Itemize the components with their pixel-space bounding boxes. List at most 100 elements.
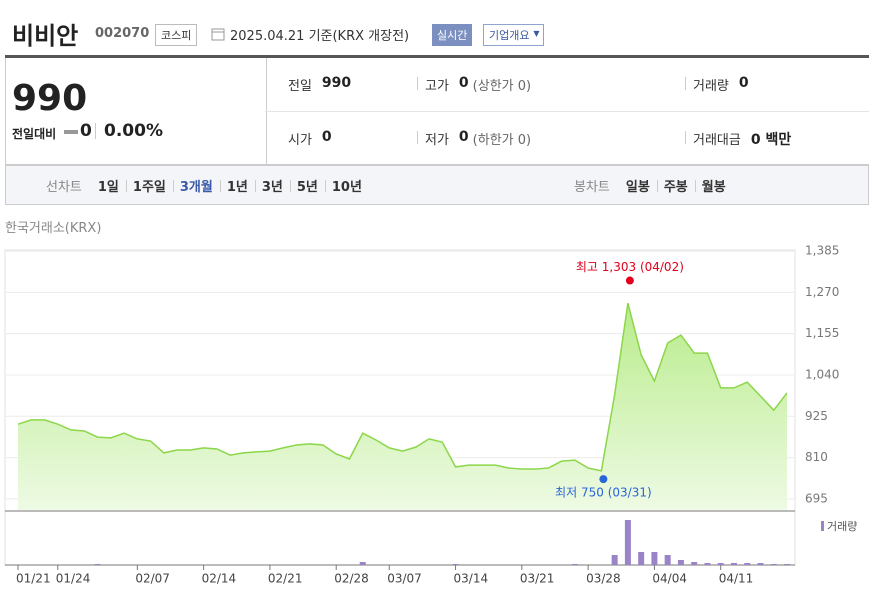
current-price: 990 bbox=[12, 78, 88, 119]
volume-bar bbox=[359, 562, 366, 565]
field-label: 시가 bbox=[288, 133, 312, 148]
field-separator bbox=[417, 77, 418, 90]
volume-bar bbox=[704, 563, 711, 565]
y-tick-label: 925 bbox=[805, 409, 828, 423]
volume-legend-swatch bbox=[821, 521, 824, 531]
calendar-icon bbox=[211, 28, 225, 41]
field-separator bbox=[685, 131, 686, 144]
field-extra: (상한가 0) bbox=[472, 79, 532, 94]
field-label: 고가 bbox=[425, 79, 449, 94]
tab-separator bbox=[324, 180, 326, 192]
field-label: 저가 bbox=[425, 133, 449, 148]
tab-separator bbox=[125, 180, 127, 192]
field-extra: (하한가 0) bbox=[472, 133, 532, 148]
y-tick-label: 810 bbox=[805, 450, 828, 464]
x-tick-label: 01/24 bbox=[56, 572, 91, 586]
field-value: 0 bbox=[458, 129, 469, 145]
volume-bar bbox=[770, 564, 777, 565]
x-tick-label: 04/11 bbox=[719, 572, 754, 586]
x-tick-label: 01/21 bbox=[16, 572, 51, 586]
y-tick-label: 1,385 bbox=[805, 244, 839, 258]
tab-separator bbox=[694, 180, 696, 192]
x-tick-label: 03/14 bbox=[454, 572, 489, 586]
field-separator bbox=[417, 131, 418, 144]
extreme-marker bbox=[625, 276, 634, 285]
x-tick-label: 02/28 bbox=[334, 572, 369, 586]
divider bbox=[95, 123, 96, 139]
tab-item[interactable]: 일봉 bbox=[625, 180, 650, 195]
quote-row-line bbox=[265, 111, 869, 112]
x-tick-label: 02/07 bbox=[135, 572, 170, 586]
x-tick-label: 04/04 bbox=[652, 572, 687, 586]
volume-bar bbox=[717, 563, 724, 565]
field-value: 0 bbox=[321, 129, 332, 145]
tab-item[interactable]: 월봉 bbox=[701, 180, 726, 195]
volume-bar bbox=[730, 563, 737, 565]
data-source: 한국거래소(KRX) bbox=[5, 221, 102, 236]
tab-item[interactable]: 1일 bbox=[97, 180, 119, 195]
extreme-marker bbox=[599, 475, 608, 484]
x-tick-label: 03/21 bbox=[520, 572, 555, 586]
y-tick-label: 1,155 bbox=[805, 326, 839, 340]
change-label: 전일대비 bbox=[12, 127, 57, 141]
volume-bar bbox=[744, 563, 751, 565]
tab-item[interactable]: 1년 bbox=[226, 180, 248, 195]
volume-bar bbox=[611, 555, 618, 565]
field-value: 0 bbox=[458, 75, 469, 91]
change-pct: 0.00% bbox=[104, 121, 163, 141]
volume-bar bbox=[664, 555, 671, 565]
realtime-badge[interactable]: 실시간 bbox=[432, 24, 473, 46]
volume-bar bbox=[757, 563, 764, 565]
tab-item[interactable]: 5년 bbox=[296, 180, 318, 195]
field-value: 0 백만 bbox=[750, 132, 792, 148]
field-separator bbox=[685, 77, 686, 90]
company-label: 기업개요 bbox=[489, 29, 530, 42]
y-tick-label: 695 bbox=[805, 491, 828, 505]
volume-bar bbox=[638, 552, 645, 565]
y-tick-label: 1,040 bbox=[805, 367, 839, 381]
tab-item[interactable]: 주봉 bbox=[663, 180, 688, 195]
volume-legend: 거래량 bbox=[827, 520, 857, 533]
stock-name: 비비안 bbox=[12, 22, 79, 50]
volume-bar bbox=[452, 564, 459, 565]
field-label: 전일 bbox=[288, 79, 312, 94]
flat-icon bbox=[64, 130, 78, 134]
tab-separator bbox=[254, 180, 256, 192]
tab-item[interactable]: 3년 bbox=[261, 180, 283, 195]
tab-item[interactable]: 10년 bbox=[331, 180, 362, 195]
tab-separator bbox=[656, 180, 658, 192]
y-tick-label: 1,270 bbox=[805, 285, 839, 299]
extreme-label: 최고 1,303 (04/02) bbox=[576, 260, 684, 274]
market-badge: 코스피 bbox=[155, 24, 198, 46]
tab-item[interactable]: 3개월 bbox=[179, 180, 213, 195]
field-value: 990 bbox=[321, 75, 352, 91]
x-tick-label: 02/21 bbox=[268, 572, 303, 586]
volume-bar bbox=[94, 564, 101, 565]
volume-bar bbox=[784, 564, 790, 565]
volume-bar bbox=[624, 520, 631, 565]
tab-separator bbox=[172, 180, 174, 192]
x-tick-label: 03/28 bbox=[586, 572, 621, 586]
volume-bar bbox=[677, 560, 684, 565]
change-value: 0 bbox=[80, 121, 92, 141]
company-dropdown[interactable]: 기업개요 ▼ bbox=[483, 24, 545, 46]
tab-bar bbox=[5, 165, 869, 205]
volume-bar bbox=[691, 562, 698, 565]
volume-bar bbox=[571, 564, 578, 565]
tab-group-label: 선차트 bbox=[46, 180, 82, 195]
tab-item[interactable]: 1주일 bbox=[132, 180, 166, 195]
field-value: 0 bbox=[738, 75, 749, 91]
area-fill bbox=[18, 303, 787, 510]
quote-bottom bbox=[265, 164, 869, 165]
stock-code: 002070 bbox=[95, 26, 150, 41]
tab-group-label: 봉차트 bbox=[574, 180, 610, 195]
x-tick-label: 02/14 bbox=[202, 572, 237, 586]
field-label: 거래대금 bbox=[693, 133, 741, 148]
field-label: 거래량 bbox=[693, 79, 729, 94]
extreme-label: 최저 750 (03/31) bbox=[555, 486, 652, 500]
header-rule bbox=[5, 55, 869, 58]
base-date: 2025.04.21 기준(KRX 개장전) bbox=[230, 29, 410, 44]
volume-bar bbox=[651, 552, 658, 565]
